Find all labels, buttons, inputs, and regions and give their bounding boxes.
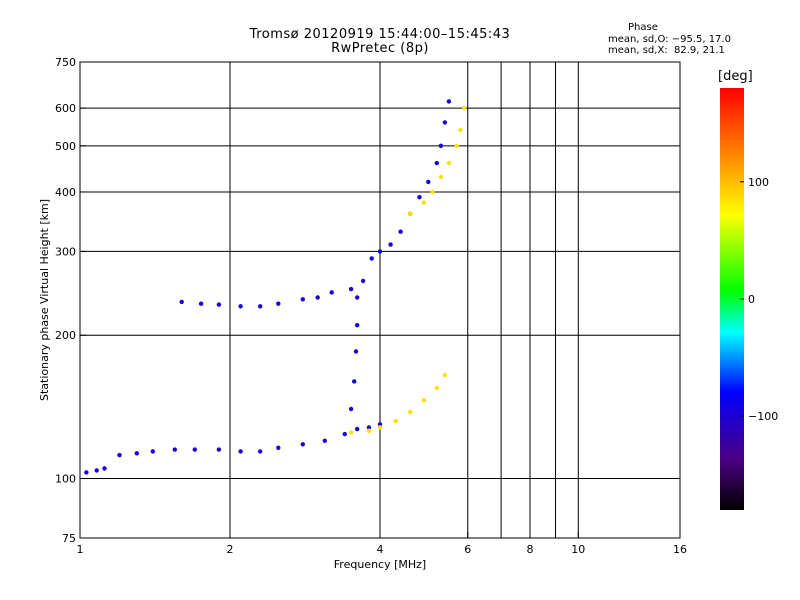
data-point	[192, 447, 197, 452]
x-tick-label: 10	[571, 543, 585, 556]
data-point	[315, 295, 320, 300]
data-point	[442, 372, 448, 378]
phase-stat-x: mean, sd,X: 82.9, 21.1	[608, 45, 725, 56]
data-point	[434, 160, 439, 166]
y-tick-label: 600	[55, 102, 76, 115]
data-point	[198, 301, 204, 306]
data-point	[426, 179, 431, 185]
data-point	[216, 447, 222, 452]
x-tick-label: 8	[527, 543, 534, 556]
data-point	[342, 431, 347, 437]
y-tick-label: 400	[55, 186, 76, 199]
colorbar-ticks: 100 0 −100	[740, 176, 778, 423]
data-point	[438, 143, 444, 148]
x-tick-label: 1	[77, 543, 84, 556]
colorbar-unit: [deg]	[718, 69, 753, 84]
data-point	[377, 422, 383, 427]
y-tick-label: 75	[62, 532, 76, 545]
data-point	[355, 426, 360, 432]
data-point	[360, 278, 366, 284]
data-point	[258, 304, 263, 309]
phase-label: Phase	[628, 22, 658, 33]
colorbar-tick-label: −100	[748, 410, 778, 423]
data-points	[84, 99, 467, 475]
data-point	[238, 449, 243, 454]
y-tick-label: 750	[55, 56, 76, 69]
colorbar-tick-label: 100	[748, 176, 769, 189]
data-point	[276, 301, 281, 306]
data-point	[421, 398, 427, 403]
data-point	[366, 425, 372, 430]
data-point	[348, 430, 354, 435]
x-tick-label: 2	[227, 543, 234, 556]
data-point	[369, 256, 374, 261]
data-point	[430, 189, 435, 195]
phase-stat-o: mean, sd,O: −95.5, 17.0	[608, 34, 731, 45]
data-point	[348, 286, 354, 292]
data-point	[421, 200, 427, 205]
data-point	[446, 99, 452, 104]
axes: 1 2 4 6 8 10 16 75 100 200 300 400 500 600 750	[55, 56, 687, 556]
chart-title: Tromsø 20120919 15:44:00–15:45:43	[249, 27, 511, 42]
data-point	[461, 105, 467, 111]
data-point	[172, 447, 177, 452]
data-point	[393, 418, 398, 424]
data-point	[300, 442, 305, 447]
data-point	[216, 302, 222, 307]
data-point	[366, 428, 372, 433]
data-point	[355, 323, 360, 328]
data-point	[300, 297, 305, 302]
data-point	[150, 449, 155, 454]
x-tick-label: 6	[464, 543, 471, 556]
data-point	[84, 470, 89, 475]
x-tick-label: 16	[673, 543, 687, 556]
data-point	[117, 452, 122, 458]
data-point	[377, 425, 383, 430]
data-point	[94, 468, 99, 473]
data-point	[329, 290, 334, 295]
data-point	[134, 451, 139, 456]
chart-subtitle: RwPretec (8p)	[331, 41, 429, 56]
data-point	[179, 299, 184, 305]
x-tick-label: 4	[377, 543, 384, 556]
data-point	[442, 120, 448, 125]
data-point	[417, 195, 422, 200]
y-axis-label: Stationary phase Virtual Height [km]	[38, 199, 51, 401]
data-point	[355, 295, 360, 300]
data-point	[458, 127, 463, 133]
data-point	[446, 160, 452, 166]
data-point	[438, 174, 444, 180]
data-point	[408, 409, 413, 415]
y-tick-label: 200	[55, 329, 76, 342]
data-point	[276, 445, 281, 450]
y-tick-label: 300	[55, 245, 76, 258]
data-point	[377, 249, 383, 254]
data-point	[102, 466, 107, 471]
data-point	[398, 229, 403, 234]
data-point	[434, 385, 439, 391]
data-point	[258, 449, 263, 454]
data-point	[322, 438, 327, 443]
data-point	[353, 349, 359, 354]
data-point	[388, 242, 393, 247]
data-point	[348, 406, 354, 412]
colorbar-tick-label: 0	[748, 293, 755, 306]
y-tick-label: 500	[55, 140, 76, 153]
data-point	[408, 211, 413, 216]
grid-lines	[80, 62, 680, 538]
data-point	[454, 143, 459, 148]
data-point	[352, 379, 357, 384]
data-point	[238, 304, 243, 309]
y-tick-label: 100	[55, 473, 76, 486]
x-axis-label: Frequency [MHz]	[334, 558, 426, 571]
